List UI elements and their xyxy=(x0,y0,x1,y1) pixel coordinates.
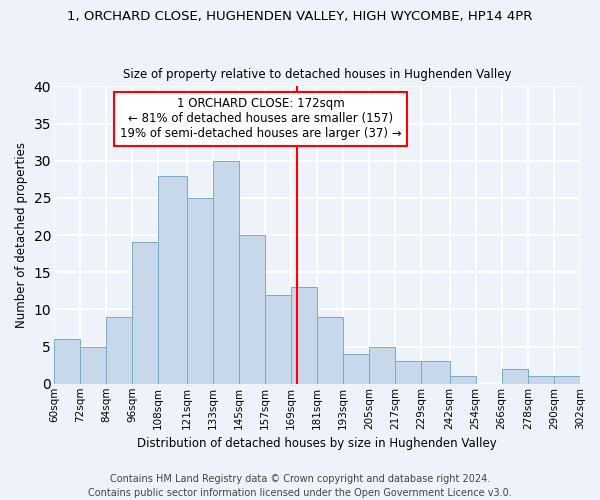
Bar xyxy=(502,369,528,384)
Bar xyxy=(343,354,369,384)
Text: 1, ORCHARD CLOSE, HUGHENDEN VALLEY, HIGH WYCOMBE, HP14 4PR: 1, ORCHARD CLOSE, HUGHENDEN VALLEY, HIGH… xyxy=(67,10,533,23)
Bar xyxy=(158,176,187,384)
Y-axis label: Number of detached properties: Number of detached properties xyxy=(15,142,28,328)
Bar xyxy=(106,317,132,384)
Bar xyxy=(554,376,580,384)
Bar xyxy=(80,346,106,384)
Text: 1 ORCHARD CLOSE: 172sqm
← 81% of detached houses are smaller (157)
19% of semi-d: 1 ORCHARD CLOSE: 172sqm ← 81% of detache… xyxy=(119,98,401,140)
Bar xyxy=(421,362,449,384)
Bar xyxy=(528,376,554,384)
Text: Contains HM Land Registry data © Crown copyright and database right 2024.
Contai: Contains HM Land Registry data © Crown c… xyxy=(88,474,512,498)
Bar xyxy=(132,242,158,384)
Bar xyxy=(317,317,343,384)
Bar xyxy=(291,287,317,384)
Title: Size of property relative to detached houses in Hughenden Valley: Size of property relative to detached ho… xyxy=(123,68,511,81)
Bar xyxy=(265,294,291,384)
Bar xyxy=(239,235,265,384)
Bar xyxy=(369,346,395,384)
Bar xyxy=(54,339,80,384)
Bar xyxy=(395,362,421,384)
Bar xyxy=(449,376,476,384)
X-axis label: Distribution of detached houses by size in Hughenden Valley: Distribution of detached houses by size … xyxy=(137,437,497,450)
Bar xyxy=(187,198,212,384)
Bar xyxy=(212,160,239,384)
